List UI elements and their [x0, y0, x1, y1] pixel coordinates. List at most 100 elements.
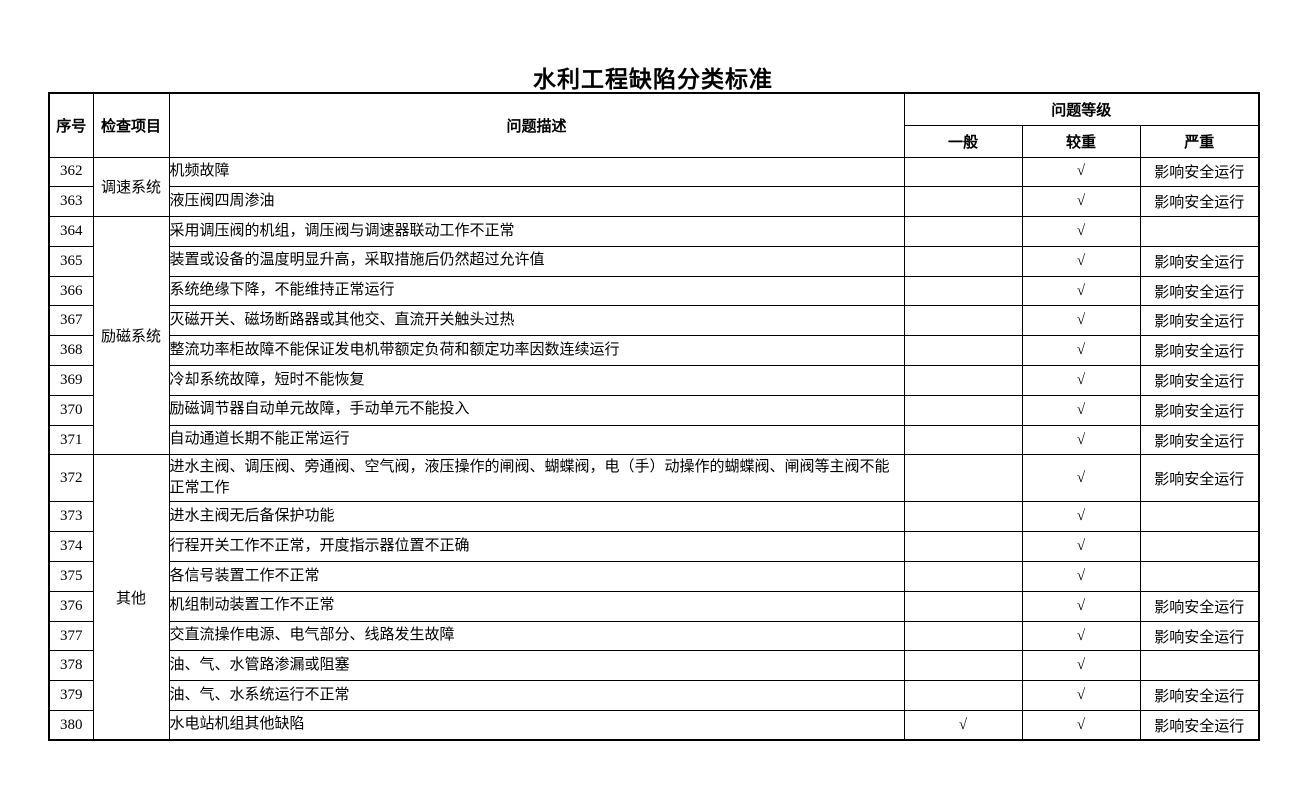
level-serious-cell: √ — [1021, 561, 1141, 592]
defect-classification-table: 序号 检查项目 问题描述 问题等级 一般 较重 严重 362 调速系统 机频故障 √ 影… — [48, 92, 1261, 742]
table-row: 371 自动通道长期不能正常运行 √ 影响安全运行 — [48, 424, 1260, 456]
table-row: 378 油、气、水管路渗漏或阻塞 √ — [48, 650, 1260, 682]
table-header: 序号 检查项目 问题描述 问题等级 一般 较重 严重 — [48, 92, 1260, 158]
level-general-cell — [903, 394, 1023, 426]
level-severe-cell — [1139, 501, 1260, 533]
level-general-cell — [903, 365, 1023, 396]
level-severe-cell — [1139, 650, 1260, 682]
row-index-cell: 366 — [48, 275, 94, 307]
description-cell: 水电站机组其他缺陷 — [168, 710, 905, 741]
row-index-cell: 362 — [48, 156, 94, 188]
level-severe-cell — [1139, 216, 1260, 247]
level-general-cell — [903, 590, 1023, 622]
description-cell: 自动通道长期不能正常运行 — [168, 424, 905, 456]
table-row: 362 调速系统 机频故障 √ 影响安全运行 — [48, 156, 1260, 218]
row-index-cell: 367 — [48, 305, 94, 337]
row-index-cell: 380 — [48, 710, 94, 741]
description-cell: 液压阀四周渗油 — [168, 186, 905, 218]
page-title: 水利工程缺陷分类标准 — [533, 66, 773, 92]
description-cell: 机频故障 — [168, 156, 905, 188]
level-severe-cell: 影响安全运行 — [1139, 186, 1260, 218]
table-row: 365 装置或设备的温度明显升高，采取措施后仍然超过允许值 √ 影响安全运行 — [48, 245, 1260, 277]
table-row: 380 水电站机组其他缺陷 √ √ 影响安全运行 — [48, 710, 1260, 741]
description-cell: 交直流操作电源、电气部分、线路发生故障 — [168, 620, 905, 652]
level-serious-cell: √ — [1021, 590, 1141, 622]
table-row: 370 励磁调节器自动单元故障，手动单元不能投入 √ 影响安全运行 — [48, 394, 1260, 426]
level-general-cell — [903, 454, 1023, 503]
header-level-serious: 较重 — [1021, 124, 1141, 158]
level-general-cell — [903, 620, 1023, 652]
level-general-cell — [903, 650, 1023, 682]
header-level-severe: 严重 — [1139, 124, 1260, 158]
level-severe-cell: 影响安全运行 — [1139, 365, 1260, 396]
row-index-cell: 375 — [48, 561, 94, 592]
description-cell: 机组制动装置工作不正常 — [168, 590, 905, 622]
table-row: 368 整流功率柜故障不能保证发电机带额定负荷和额定功率因数连续运行 √ 影响安全运行 — [48, 335, 1260, 367]
level-severe-cell: 影响安全运行 — [1139, 590, 1260, 622]
level-general-cell — [903, 305, 1023, 337]
row-index-cell: 374 — [48, 531, 94, 563]
level-serious-cell: √ — [1021, 186, 1141, 218]
level-general-cell — [903, 531, 1023, 563]
category-cell: 其他 — [92, 454, 170, 741]
level-serious-cell: √ — [1021, 275, 1141, 307]
header-level-general: 一般 — [903, 124, 1023, 158]
row-index-cell: 370 — [48, 394, 94, 426]
level-serious-cell: √ — [1021, 245, 1141, 277]
level-severe-cell: 影响安全运行 — [1139, 680, 1260, 712]
level-general-cell — [903, 186, 1023, 218]
description-cell: 系统绝缘下降，不能维持正常运行 — [168, 275, 905, 307]
level-serious-cell: √ — [1021, 216, 1141, 247]
row-index-cell: 369 — [48, 365, 94, 396]
level-general-cell — [903, 501, 1023, 533]
table-row: 375 各信号装置工作不正常 √ — [48, 561, 1260, 592]
level-serious-cell: √ — [1021, 394, 1141, 426]
level-general-cell — [903, 216, 1023, 247]
row-index-cell: 368 — [48, 335, 94, 367]
description-cell: 各信号装置工作不正常 — [168, 561, 905, 592]
table-row: 366 系统绝缘下降，不能维持正常运行 √ 影响安全运行 — [48, 275, 1260, 307]
level-serious-cell: √ — [1021, 710, 1141, 741]
table-row: 374 行程开关工作不正常，开度指示器位置不正确 √ — [48, 531, 1260, 563]
table-row: 369 冷却系统故障，短时不能恢复 √ 影响安全运行 — [48, 365, 1260, 396]
row-index-cell: 373 — [48, 501, 94, 533]
header-index: 序号 — [48, 92, 94, 158]
level-serious-cell: √ — [1021, 365, 1141, 396]
table-row: 376 机组制动装置工作不正常 √ 影响安全运行 — [48, 590, 1260, 622]
table-row: 377 交直流操作电源、电气部分、线路发生故障 √ 影响安全运行 — [48, 620, 1260, 652]
level-general-cell — [903, 275, 1023, 307]
level-severe-cell: 影响安全运行 — [1139, 394, 1260, 426]
table-row: 379 油、气、水系统运行不正常 √ 影响安全运行 — [48, 680, 1260, 712]
level-severe-cell — [1139, 531, 1260, 563]
row-index-cell: 365 — [48, 245, 94, 277]
level-serious-cell: √ — [1021, 680, 1141, 712]
level-general-cell — [903, 156, 1023, 188]
level-severe-cell: 影响安全运行 — [1139, 305, 1260, 337]
row-index-cell: 372 — [48, 454, 94, 503]
row-index-cell: 376 — [48, 590, 94, 622]
description-cell: 冷却系统故障，短时不能恢复 — [168, 365, 905, 396]
row-index-cell: 378 — [48, 650, 94, 682]
level-severe-cell: 影响安全运行 — [1139, 245, 1260, 277]
table-row: 363 液压阀四周渗油 √ 影响安全运行 — [48, 186, 1260, 218]
level-serious-cell: √ — [1021, 335, 1141, 367]
level-serious-cell: √ — [1021, 650, 1141, 682]
level-general-cell — [903, 680, 1023, 712]
description-cell: 整流功率柜故障不能保证发电机带额定负荷和额定功率因数连续运行 — [168, 335, 905, 367]
row-index-cell: 364 — [48, 216, 94, 247]
table-body: 362 调速系统 机频故障 √ 影响安全运行 363 液压阀四周渗油 √ 影响安全运行 364 励磁… — [48, 156, 1260, 741]
level-serious-cell: √ — [1021, 501, 1141, 533]
level-severe-cell: 影响安全运行 — [1139, 275, 1260, 307]
level-severe-cell: 影响安全运行 — [1139, 710, 1260, 741]
level-general-cell — [903, 335, 1023, 367]
row-index-cell: 371 — [48, 424, 94, 456]
table-row: 373 进水主阀无后备保护功能 √ — [48, 501, 1260, 533]
level-severe-cell — [1139, 561, 1260, 592]
level-severe-cell: 影响安全运行 — [1139, 620, 1260, 652]
level-serious-cell: √ — [1021, 531, 1141, 563]
level-general-cell — [903, 424, 1023, 456]
description-cell: 进水主阀、调压阀、旁通阀、空气阀，液压操作的闸阀、蝴蝶阀，电（手）动操作的蝴蝶阀… — [168, 454, 905, 503]
category-cell: 励磁系统 — [92, 216, 170, 456]
header-category: 检查项目 — [92, 92, 170, 158]
